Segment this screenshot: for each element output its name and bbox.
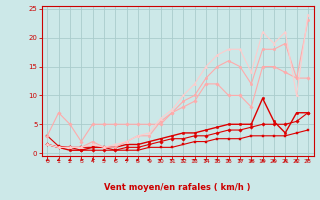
X-axis label: Vent moyen/en rafales ( km/h ): Vent moyen/en rafales ( km/h ) (104, 183, 251, 192)
